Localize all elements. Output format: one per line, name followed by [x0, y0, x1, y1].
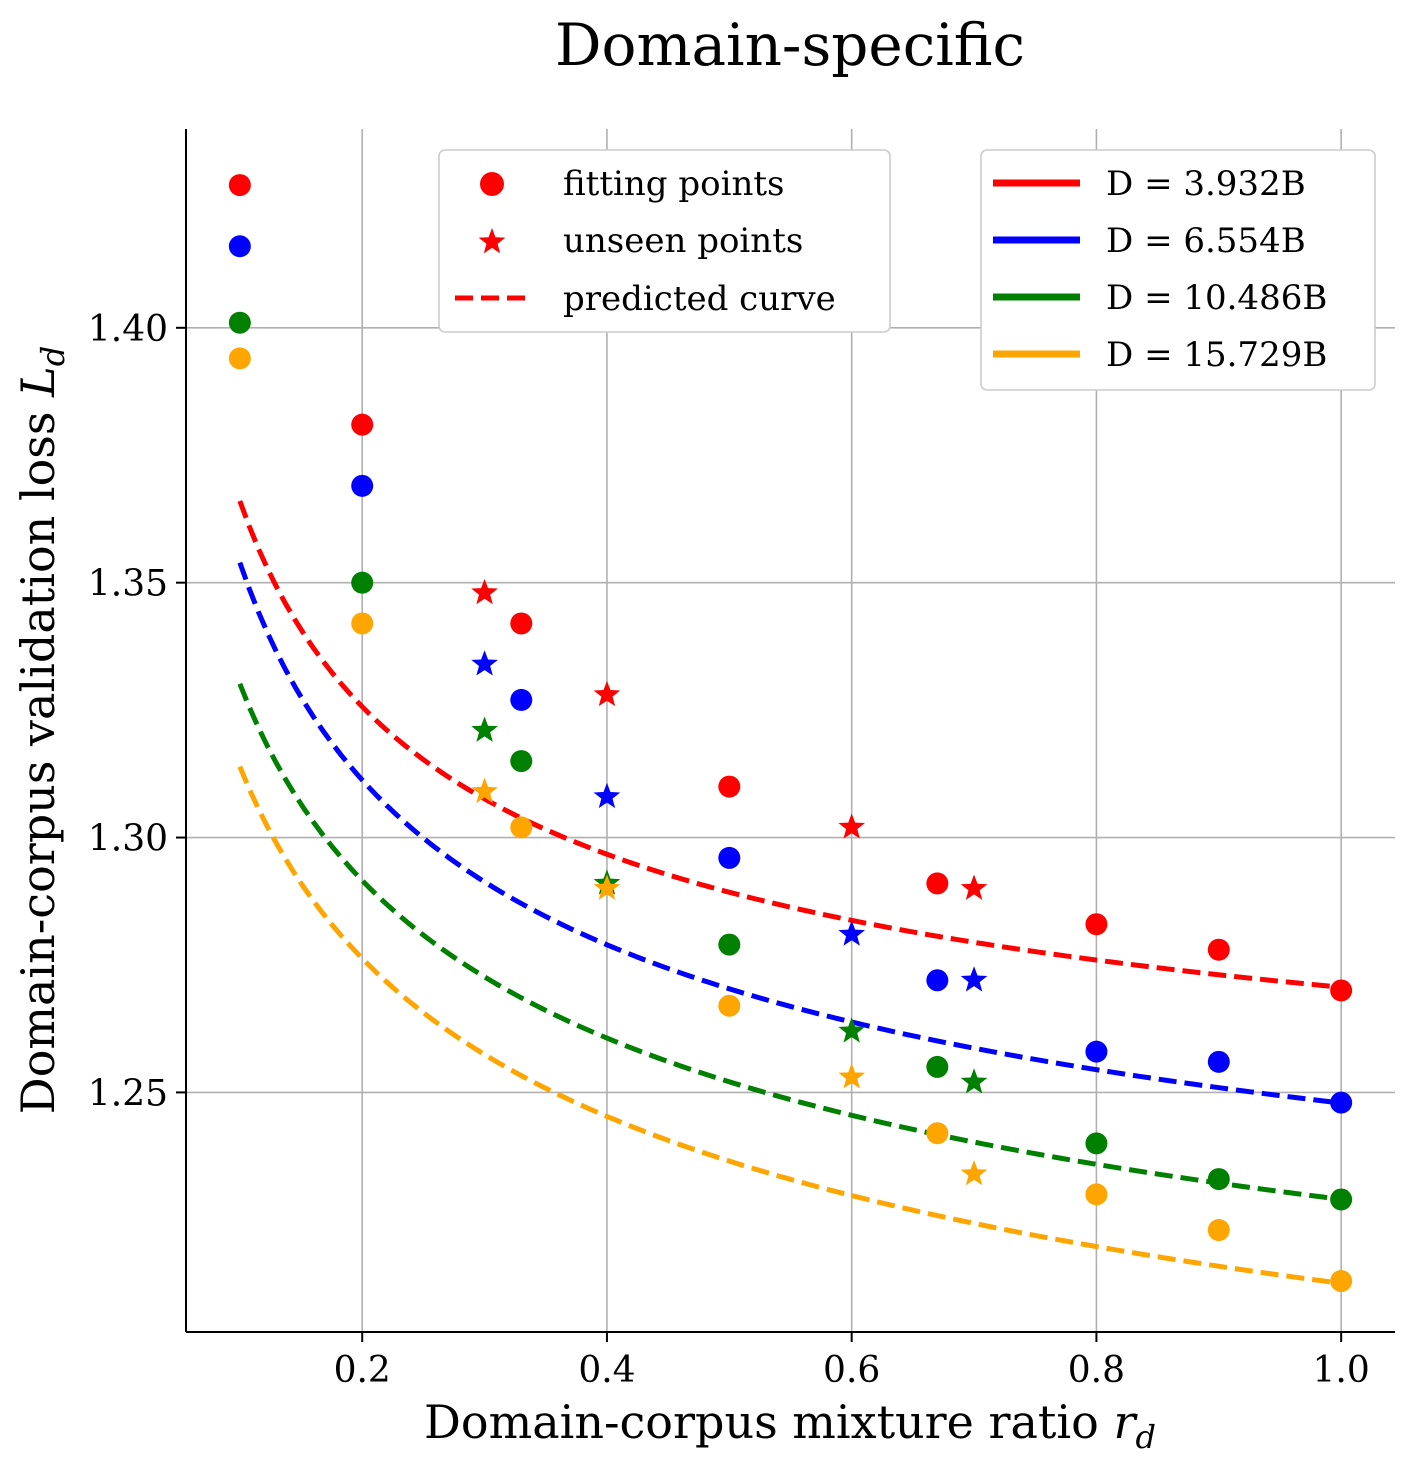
data-markers: [228, 174, 1353, 1293]
fitting-point: [926, 1055, 949, 1078]
legend-fitting-label: fitting points: [563, 164, 784, 204]
fitting-point: [1085, 913, 1108, 936]
x-ticks: 0.2 0.4 0.6 0.8 1.0: [334, 1332, 1370, 1391]
fitting-point: [1085, 1040, 1108, 1063]
unseen-point: [593, 874, 621, 900]
fitting-point: [1207, 1168, 1230, 1191]
fitting-point: [926, 1122, 949, 1145]
y-tick-label: 1.25: [88, 1073, 168, 1114]
fitting-point: [510, 816, 533, 839]
fitting-point: [228, 311, 251, 334]
fitting-point: [510, 612, 533, 635]
legend-series-label-0: D = 3.932B: [1106, 164, 1306, 204]
fitting-point: [351, 413, 374, 436]
fitting-point: [1330, 1188, 1353, 1211]
unseen-point: [838, 1063, 865, 1089]
fitting-point: [1330, 979, 1353, 1002]
legend-series: D = 3.932B D = 6.554B D = 10.486B D = 15…: [980, 149, 1376, 391]
fitting-point: [926, 872, 949, 895]
unseen-point: [471, 650, 498, 676]
unseen-point: [960, 1068, 988, 1094]
unseen-point: [593, 680, 621, 707]
fitting-point: [926, 969, 949, 992]
fitting-point: [228, 174, 251, 197]
y-ticks: 1.25 1.30 1.35 1.40: [88, 309, 186, 1114]
fitting-point: [1330, 1270, 1353, 1293]
predicted-curve-0: [237, 500, 1342, 990]
x-tick-label: 0.6: [823, 1350, 880, 1391]
x-tick-label: 0.4: [578, 1350, 635, 1391]
fitting-point: [718, 933, 741, 956]
fitting-point: [1330, 1091, 1353, 1114]
unseen-point: [838, 1017, 865, 1043]
chart-title: Domain-specific: [555, 11, 1025, 79]
legend-series-label-3: D = 15.729B: [1106, 335, 1327, 375]
unseen-point: [838, 813, 865, 839]
y-axis-label: Domain-corpus validation loss Ld: [11, 346, 72, 1114]
fitting-point: [228, 347, 251, 370]
unseen-point: [960, 966, 988, 992]
fitting-point: [510, 688, 533, 711]
unseen-point: [471, 578, 498, 605]
legend-fitting-marker: [480, 172, 504, 196]
legend-markers: fitting points unseen points predicted c…: [438, 149, 891, 333]
legend-unseen-label: unseen points: [563, 221, 803, 261]
legend-series-label-2: D = 10.486B: [1106, 278, 1327, 318]
fitting-point: [718, 775, 741, 798]
y-tick-label: 1.40: [88, 309, 168, 350]
x-axis-label: Domain-corpus mixture ratio rd: [424, 1395, 1156, 1456]
fitting-point: [351, 612, 374, 635]
x-tick-label: 0.8: [1068, 1350, 1125, 1391]
predicted-curve-1: [237, 561, 1342, 1106]
unseen-point: [960, 874, 988, 900]
unseen-point: [471, 716, 498, 742]
fitting-point: [1207, 938, 1230, 961]
legend-series-label-1: D = 6.554B: [1106, 221, 1306, 261]
fitting-point: [718, 846, 741, 869]
legend-series-box: [980, 149, 1376, 391]
predicted-curve-2: [237, 682, 1342, 1202]
legend-unseen-marker: [478, 228, 506, 254]
unseen-point: [960, 1159, 988, 1186]
fitting-point: [510, 750, 533, 773]
unseen-point: [838, 920, 865, 946]
y-tick-label: 1.30: [88, 819, 168, 860]
legend-markers-box: [438, 149, 891, 333]
fitting-point: [228, 235, 251, 258]
legend-curve-label: predicted curve: [563, 279, 836, 319]
x-tick-label: 0.2: [334, 1350, 391, 1391]
fitting-point: [718, 994, 741, 1017]
predicted-curve-3: [237, 765, 1342, 1286]
y-tick-label: 1.35: [88, 564, 168, 605]
fitting-point: [1085, 1132, 1108, 1155]
unseen-point: [593, 782, 621, 809]
predicted-curves: [237, 500, 1342, 1286]
fitting-point: [351, 474, 374, 497]
fitting-point: [1085, 1183, 1108, 1206]
x-tick-label: 1.0: [1313, 1350, 1370, 1391]
fitting-point: [1207, 1050, 1230, 1073]
unseen-point: [471, 777, 498, 803]
fitting-point: [1207, 1219, 1230, 1242]
fitting-point: [351, 571, 374, 594]
